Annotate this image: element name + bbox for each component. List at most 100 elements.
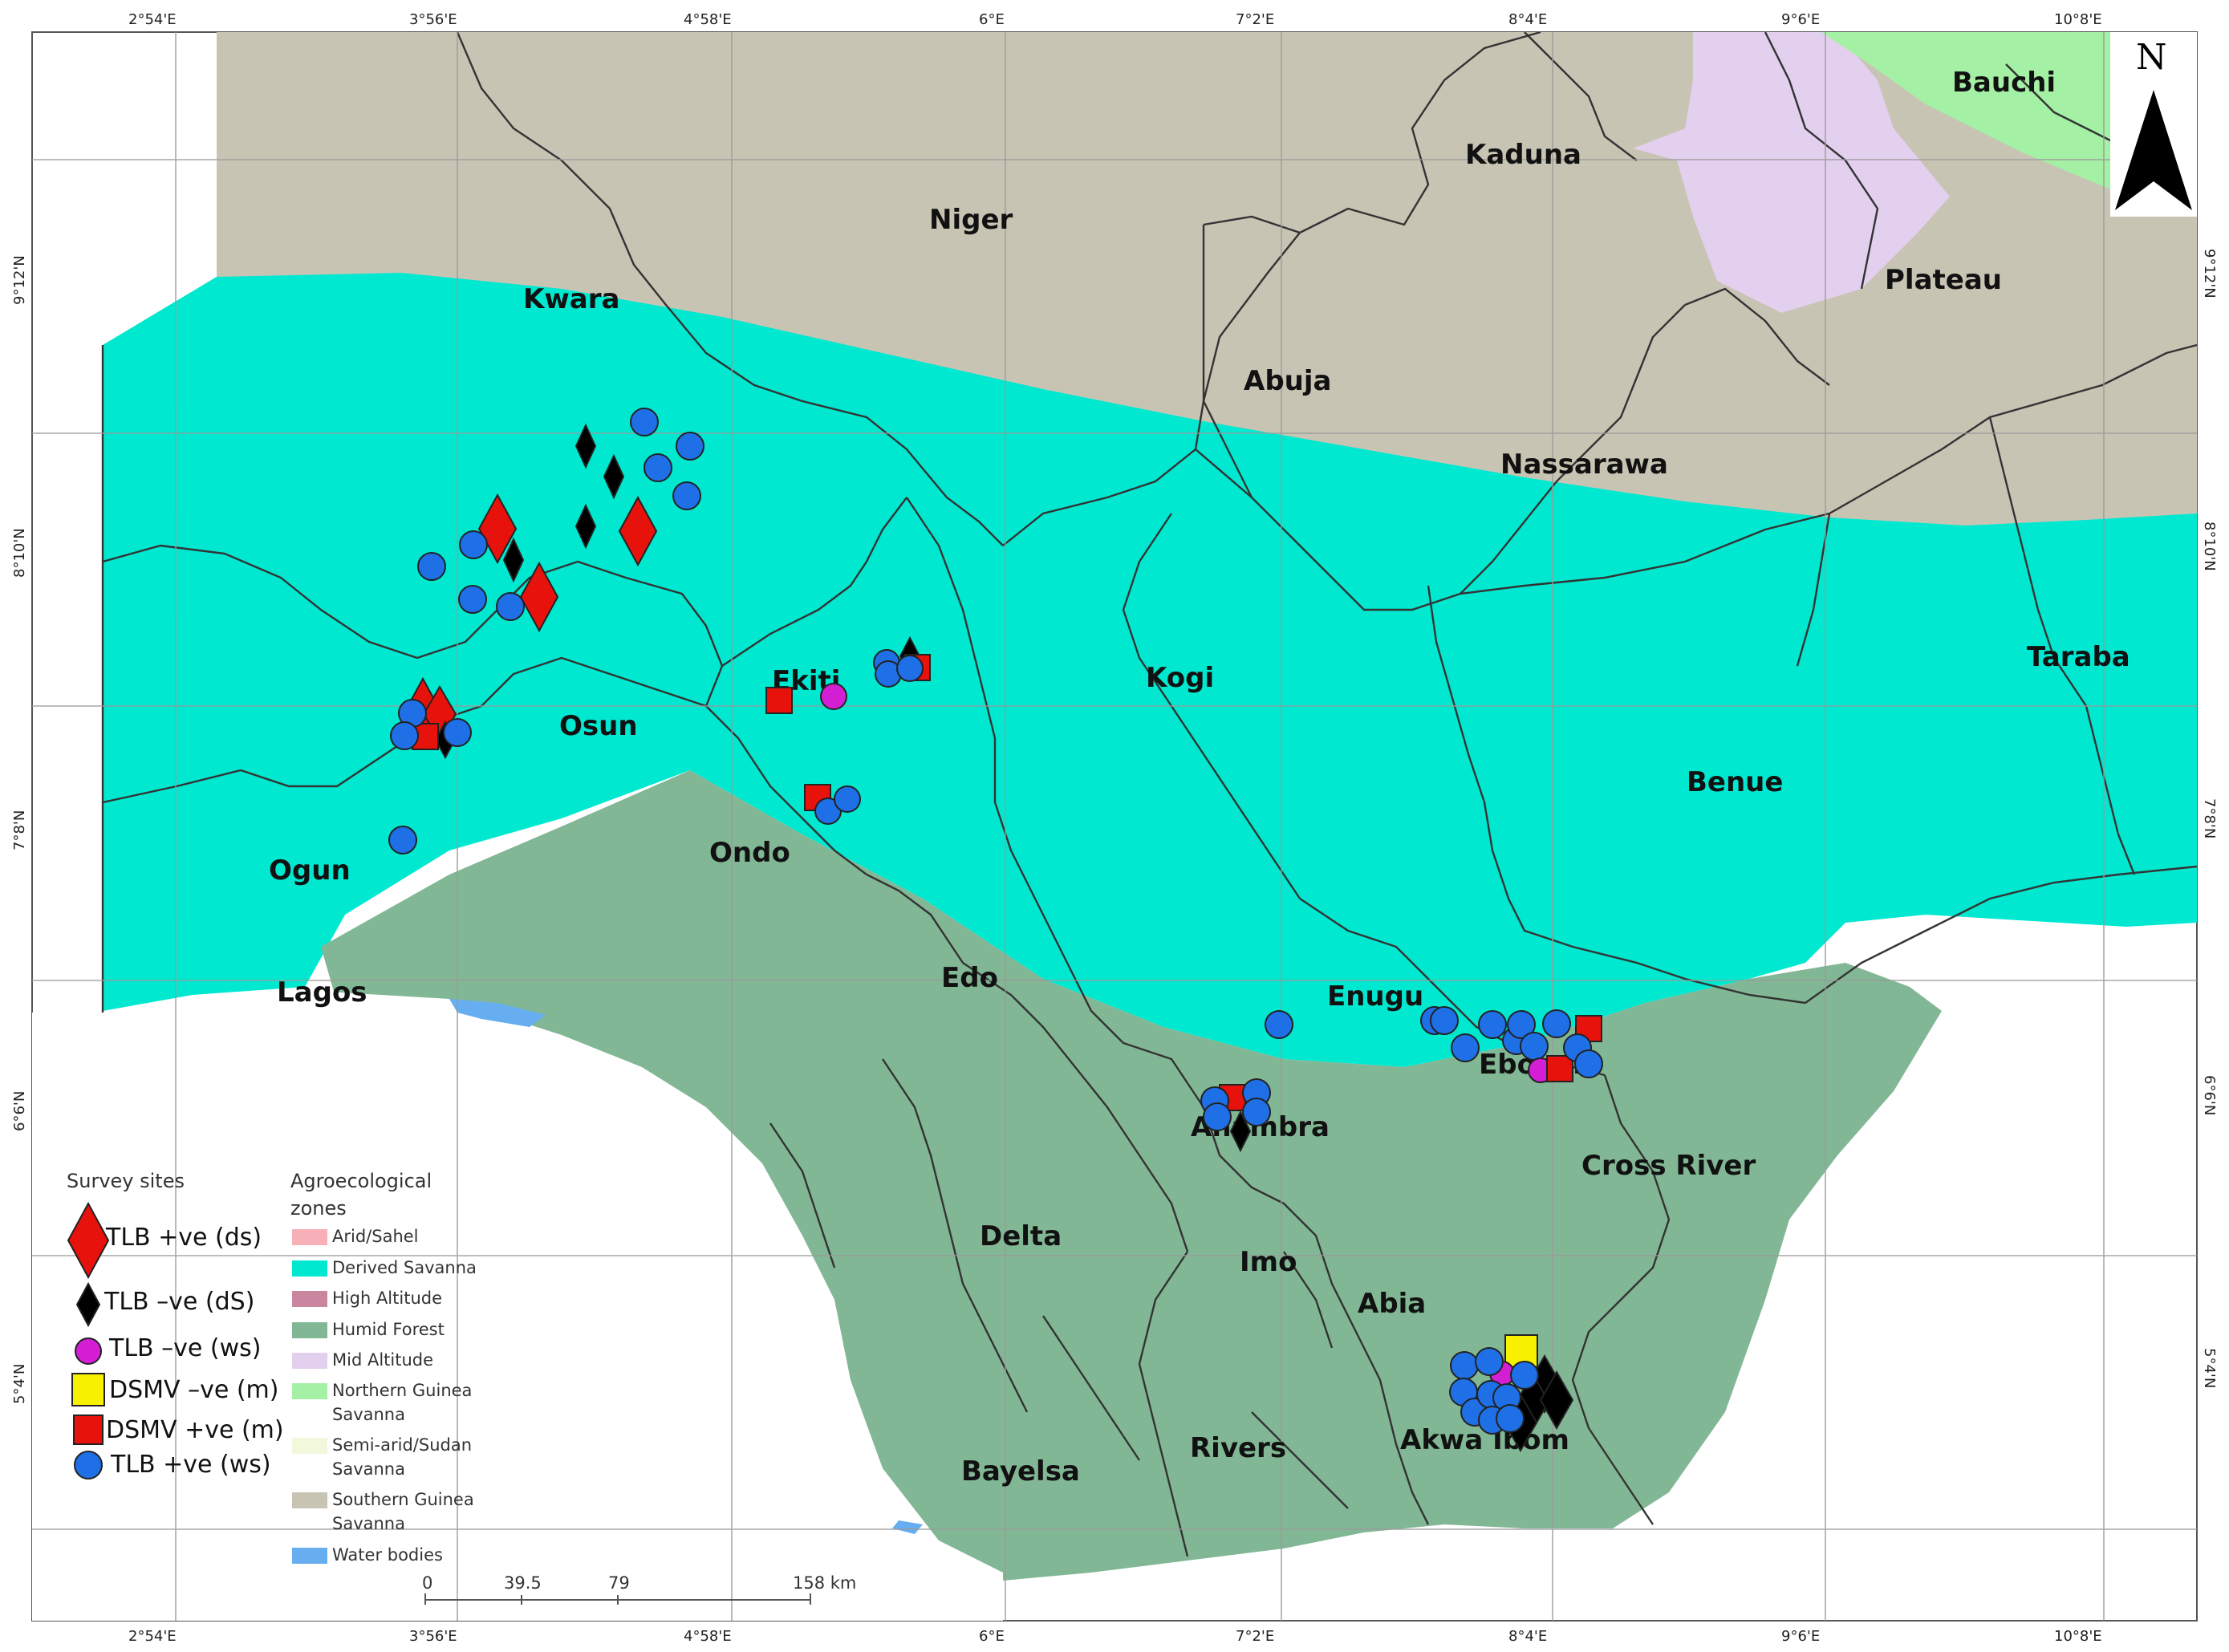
legend-zone-label: Northern Guinea [332, 1381, 472, 1400]
scale-label: 158 km [793, 1573, 856, 1593]
top-coord: 9°6'E [1781, 11, 1820, 28]
marker-dsmv-pos [765, 687, 793, 714]
survey-legend-title: Survey sites [67, 1170, 185, 1192]
marker-tlb-pos-ws [390, 721, 419, 750]
marker-tlb-pos-ws [1542, 1009, 1571, 1038]
bottom-coord: 10°8'E [2054, 1628, 2102, 1645]
bottom-coord: 3°56'E [409, 1628, 457, 1645]
scale-label: 79 [608, 1573, 630, 1593]
top-coord: 3°56'E [409, 11, 457, 28]
bottom-coord: 7°2'E [1236, 1628, 1274, 1645]
top-coord: 4°58'E [684, 11, 732, 28]
marker-tlb-pos-ws [1242, 1098, 1271, 1126]
legend-yellow-square-icon [71, 1373, 105, 1406]
legend-zone-label: Southern Guinea [332, 1490, 474, 1509]
marker-tlb-pos-ws [1430, 1006, 1459, 1035]
marker-tlb-pos-ws [458, 585, 487, 614]
top-coord: 8°4'E [1508, 11, 1547, 28]
legend-zone-swatch [292, 1322, 327, 1338]
state-label-bauchi: Bauchi [1952, 67, 2056, 99]
legend-zone-label: Derived Savanna [332, 1258, 477, 1277]
marker-tlb-pos-ws [1475, 1347, 1504, 1376]
legend-zone-label-line2: Savanna [332, 1459, 405, 1479]
state-label-kwara: Kwara [523, 283, 619, 315]
state-label-osun: Osun [559, 710, 638, 742]
top-coordinate-labels: 2°54'E 3°56'E 4°58'E 6°E 7°2'E 8°4'E 9°6… [128, 11, 2102, 28]
legend-zone-label: High Altitude [332, 1289, 442, 1308]
left-coord: 9°12'N [11, 255, 28, 305]
zone-lagos-humid [321, 947, 481, 995]
marker-tlb-pos-ws [630, 408, 659, 436]
state-label-delta: Delta [980, 1220, 1062, 1252]
marker-tlb-neg-ds [603, 453, 625, 500]
top-coord: 6°E [979, 11, 1005, 28]
top-coord: 10°8'E [2054, 11, 2102, 28]
legend-zone-swatch [292, 1492, 327, 1508]
legend-survey-item-label: TLB +ve (ds) [105, 1224, 262, 1252]
marker-tlb-pos-ws [672, 481, 701, 510]
state-label-edo: Edo [941, 962, 998, 994]
state-label-ondo: Ondo [709, 837, 790, 869]
marker-tlb-pos-ws [834, 785, 861, 813]
water-coast [892, 1520, 923, 1534]
left-coord: 5°4'N [11, 1364, 28, 1404]
state-label-kogi: Kogi [1146, 662, 1214, 694]
right-coord: 7°8'N [2201, 798, 2218, 838]
scale-label: 39.5 [504, 1573, 542, 1593]
legend-zone-swatch [292, 1260, 327, 1277]
legend-zone-label: Humid Forest [332, 1320, 445, 1339]
state-label-plateau: Plateau [1885, 264, 2002, 296]
north-arrow: N [2110, 32, 2197, 217]
survey-sites-legend: Survey sites TLB +ve (ds) TLB –ve (dS) T… [67, 1170, 284, 1479]
state-label-lagos: Lagos [277, 976, 367, 1009]
legend-zone-swatch [292, 1548, 327, 1564]
state-label-benue: Benue [1687, 766, 1783, 798]
legend-magenta-circle-icon [75, 1337, 102, 1365]
left-coord: 6°6'N [11, 1091, 28, 1131]
north-letter: N [2136, 37, 2167, 78]
marker-tlb-pos-ws [443, 718, 472, 747]
top-coord: 7°2'E [1236, 11, 1274, 28]
right-coord: 6°6'N [2201, 1075, 2218, 1115]
marker-tlb-pos-ws [1203, 1102, 1232, 1131]
scale-bar: 0 39.5 79 158 km [422, 1573, 856, 1605]
marker-tlb-pos-ws [1478, 1010, 1507, 1039]
legend-zone-label: Water bodies [332, 1545, 443, 1565]
marker-tlb-neg-ds [575, 423, 597, 469]
bottom-coord: 2°54'E [128, 1628, 177, 1645]
legend-zone-swatch [292, 1438, 327, 1454]
legend-survey-item-label: DSMV +ve (m) [106, 1416, 284, 1444]
state-label-bayelsa: Bayelsa [961, 1455, 1080, 1488]
state-label-taraba: Taraba [2027, 641, 2130, 673]
right-coord: 8°10'N [2201, 522, 2218, 571]
legend-zone-label-line2: Savanna [332, 1405, 405, 1424]
marker-tlb-neg-ds [575, 503, 597, 550]
bottom-coord: 8°4'E [1508, 1628, 1547, 1645]
marker-tlb-pos-ws [1450, 1351, 1479, 1380]
marker-tlb-pos-ws [388, 826, 417, 854]
zone-derived-savanna [103, 273, 2197, 1067]
legend-zone-swatch [292, 1229, 327, 1245]
marker-tlb-pos-ws [644, 453, 672, 482]
bottom-coord: 6°E [979, 1628, 1005, 1645]
marker-tlb-pos-ws [896, 655, 924, 682]
legend-blue-circle-icon [74, 1451, 103, 1479]
marker-tlb-neg-ws [820, 683, 847, 710]
left-coordinate-labels: 9°12'N 8°10'N 7°8'N 6°6'N 5°4'N [11, 255, 28, 1404]
zones-legend-title-line1: Agroecological [290, 1170, 432, 1192]
marker-tlb-neg-ds [1229, 1110, 1252, 1153]
sea [32, 991, 1003, 1621]
marker-tlb-pos-ws [1496, 1404, 1525, 1433]
marker-tlb-pos-ws [1574, 1049, 1603, 1078]
legend-zone-label: Arid/Sahel [332, 1227, 419, 1246]
marker-tlb-pos-ds [519, 561, 559, 633]
marker-tlb-neg-ds [502, 537, 525, 583]
legend-zone-label: Semi-arid/Sudan [332, 1435, 472, 1455]
marker-tlb-pos-ws [459, 530, 488, 559]
marker-tlb-pos-ds [477, 493, 518, 565]
bottom-coord: 9°6'E [1781, 1628, 1820, 1645]
water-lagoon [449, 999, 546, 1027]
left-coord: 8°10'N [11, 528, 28, 578]
state-label-nassarawa: Nassarawa [1500, 449, 1668, 481]
